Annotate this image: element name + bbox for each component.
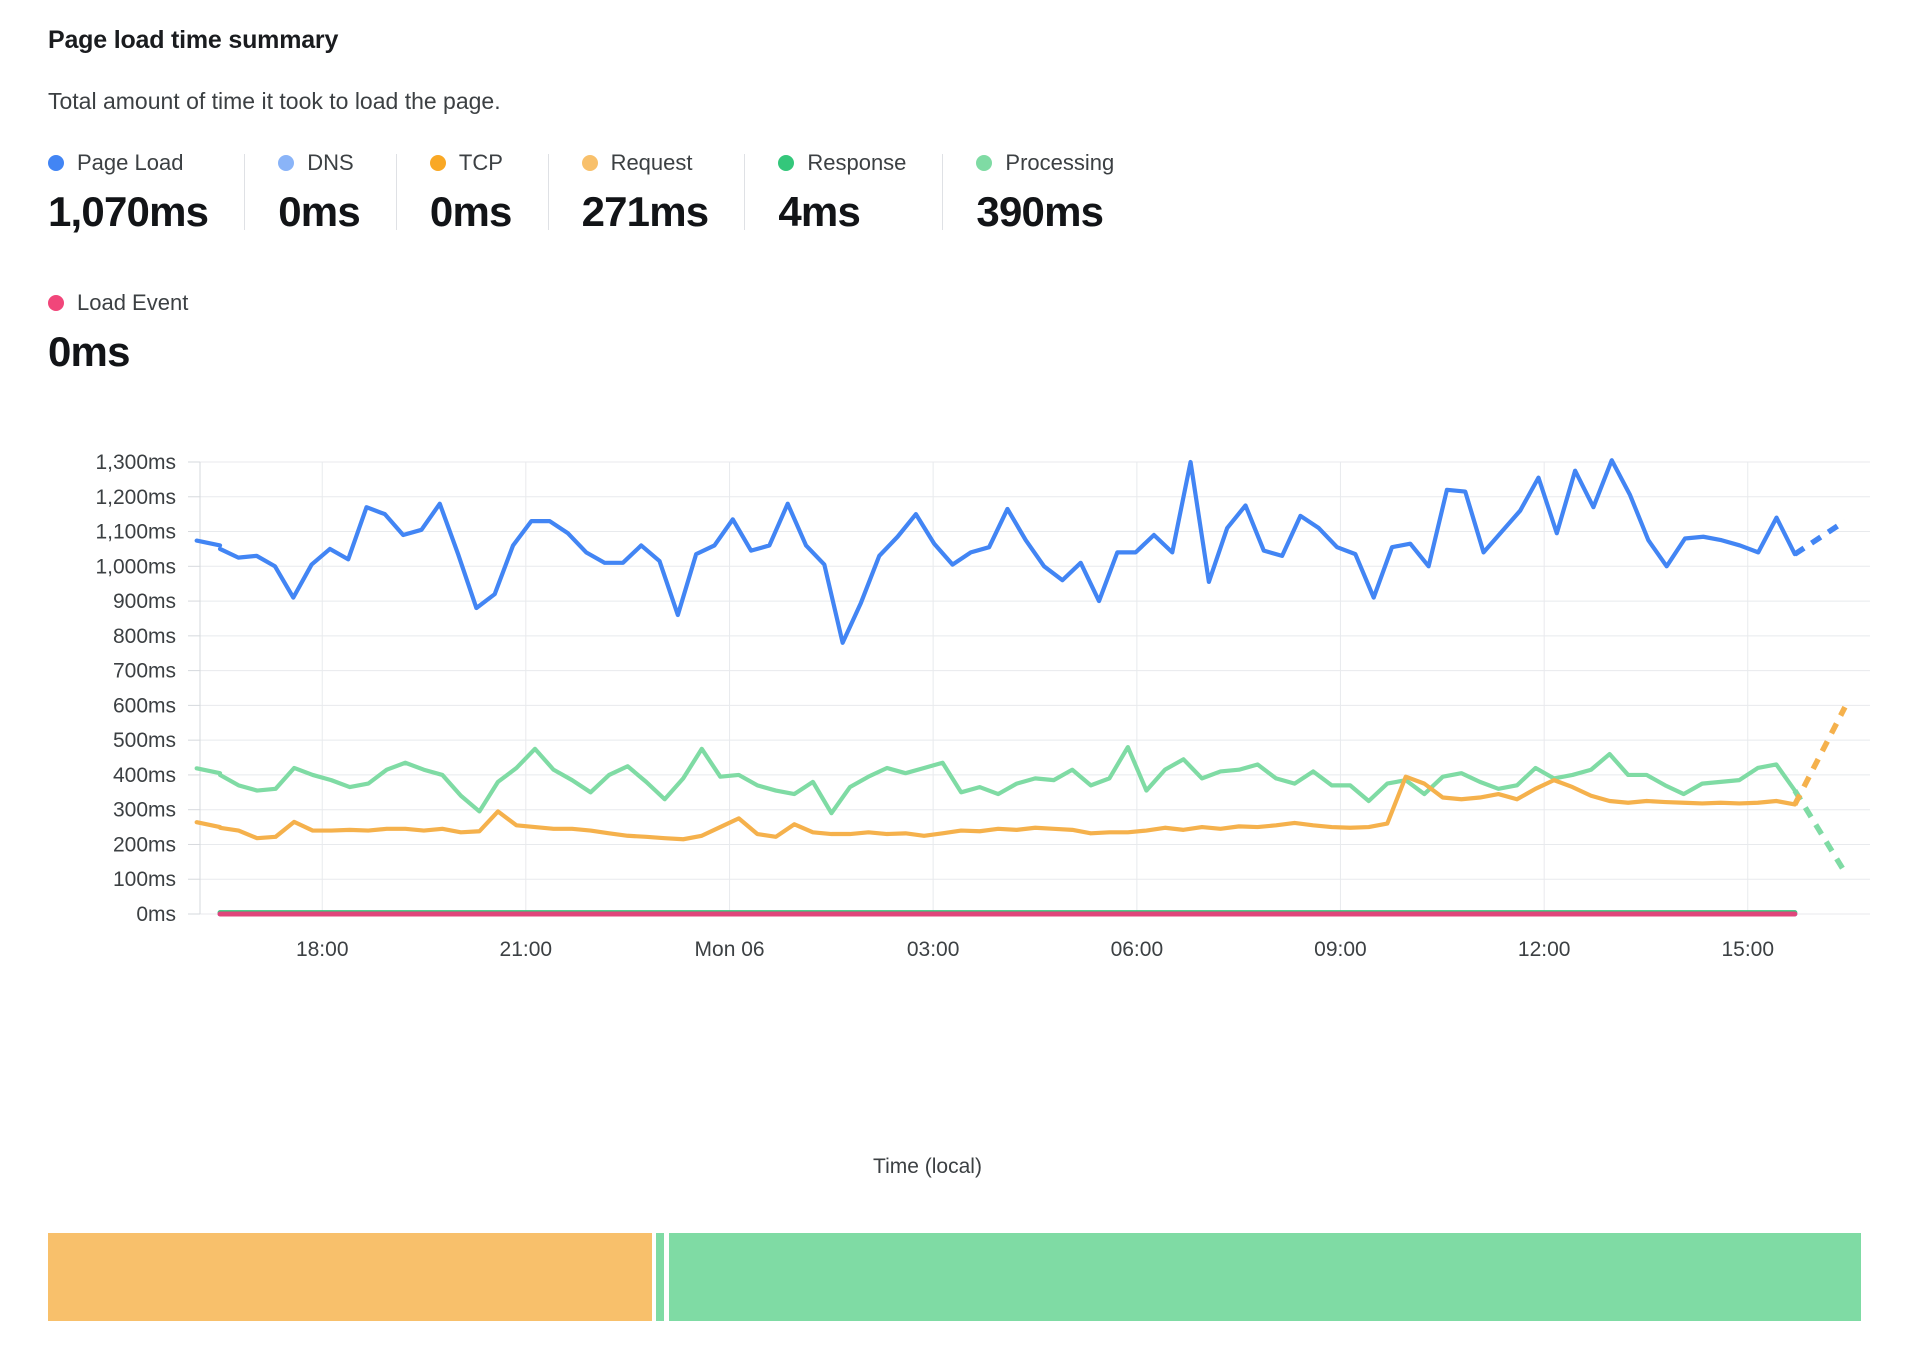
metric-tcp: TCP 0ms: [395, 150, 548, 235]
x-axis-tick-label: 21:00: [500, 938, 553, 961]
legend-dot-icon: [429, 155, 446, 171]
x-axis-title: Time (local): [0, 1155, 1910, 1179]
divider2-segment[interactable]: [664, 1233, 669, 1321]
series-lead-stub: [194, 538, 223, 548]
y-axis-tick-label: 800ms: [113, 625, 176, 648]
metric-header: Request: [581, 150, 709, 176]
metric-value: 390ms: [976, 188, 1104, 235]
metric-value: 0ms: [429, 188, 512, 235]
metric-header: Response: [778, 150, 906, 176]
x-axis-title-label: Time (local): [873, 1155, 982, 1178]
x-axis-tick-label: 12:00: [1518, 938, 1571, 961]
metric-header: Page Load: [48, 150, 208, 176]
legend-dot-icon: [778, 155, 795, 171]
y-axis-tick-label: 1,000ms: [95, 555, 176, 578]
y-axis-tick-label: 0ms: [136, 903, 176, 926]
metric-header: TCP: [429, 150, 512, 176]
metric-response: Response 4ms: [744, 150, 942, 234]
y-axis-tick-label: 100ms: [113, 868, 176, 891]
y-axis-tick-label: 600ms: [113, 694, 176, 717]
processing-segment[interactable]: [668, 1233, 1861, 1321]
page-subtitle: Total amount of time it took to load the…: [48, 88, 501, 114]
metric-header: Load Event: [48, 290, 188, 316]
request-segment[interactable]: [48, 1233, 652, 1321]
legend-dot-icon: [976, 155, 993, 171]
metric-label: Request: [610, 150, 693, 175]
legend-dot-icon: [48, 155, 64, 171]
page-title: Page load time summary: [48, 26, 339, 54]
metric-label: TCP: [458, 150, 503, 175]
x-axis-tick-label: 18:00: [296, 938, 349, 961]
y-axis-tick-label: 200ms: [113, 833, 176, 856]
x-axis-tick-label: 03:00: [907, 938, 960, 961]
metric-summary-row-secondary: Load Event 0ms: [48, 290, 188, 374]
y-axis-tick-label: 300ms: [113, 799, 176, 822]
metric-value: 0ms: [278, 188, 360, 235]
y-axis-tick-label: 700ms: [113, 660, 176, 683]
series-line-page-load[interactable]: [217, 458, 1797, 645]
metric-value: 0ms: [48, 328, 130, 375]
series-forecast-page-load: [1793, 518, 1847, 557]
metric-value: 4ms: [778, 188, 861, 235]
y-axis-tick-label: 1,100ms: [95, 521, 176, 544]
response-segment[interactable]: [656, 1233, 665, 1321]
x-axis-tick-label: 09:00: [1314, 938, 1367, 961]
y-axis-tick-label: 900ms: [113, 590, 176, 613]
legend-dot-icon: [278, 155, 295, 171]
series-line-request[interactable]: [217, 774, 1797, 842]
metric-processing: Processing 390ms: [942, 150, 1150, 234]
series-line-processing[interactable]: [217, 745, 1797, 816]
metric-label: Response: [807, 150, 907, 175]
y-axis-tick-label: 400ms: [113, 764, 176, 787]
y-axis-tick-label: 1,200ms: [95, 486, 176, 509]
metric-summary-row: Page Load 1,070ms DNS 0ms TCP 0ms Request 271ms…: [48, 150, 1150, 234]
x-axis-tick-label: Mon 06: [695, 938, 765, 961]
x-axis-tick-label: 06:00: [1111, 938, 1164, 961]
metric-page-load: Page Load 1,070ms: [48, 150, 244, 234]
legend-dot-icon: [581, 155, 598, 171]
chart-svg[interactable]: 0ms 100ms 200ms 300ms 400ms 500ms 600ms 700ms 80…: [0, 440, 1910, 1000]
metric-label: Load Event: [77, 290, 189, 315]
series-lead-stub: [194, 766, 223, 776]
timing-breakdown-bar[interactable]: [48, 1233, 1861, 1321]
legend-dot-icon: [48, 295, 64, 311]
metric-value: 271ms: [581, 188, 710, 235]
series-lead-stub: [194, 820, 223, 830]
metric-dns: DNS 0ms: [244, 150, 396, 234]
y-axis-tick-label: 500ms: [113, 729, 176, 752]
metric-header: DNS: [278, 150, 360, 176]
divider-segment[interactable]: [651, 1233, 657, 1321]
metric-label: Page Load: [77, 150, 184, 175]
metric-value: 1,070ms: [48, 188, 209, 235]
metric-load-event: Load Event 0ms: [48, 290, 188, 374]
metric-label: DNS: [307, 150, 354, 175]
metric-request: Request 271ms: [547, 150, 745, 235]
y-axis-tick-label: 1,300ms: [95, 451, 176, 474]
metric-header: Processing: [976, 150, 1114, 176]
page-load-time-chart[interactable]: 0ms 100ms 200ms 300ms 400ms 500ms 600ms 700ms 80…: [0, 440, 1910, 1000]
metric-label: Processing: [1005, 150, 1115, 175]
x-axis-tick-label: 15:00: [1721, 938, 1774, 961]
series-forecast-request: [1792, 705, 1848, 806]
series-forecast-processing: [1792, 789, 1848, 874]
